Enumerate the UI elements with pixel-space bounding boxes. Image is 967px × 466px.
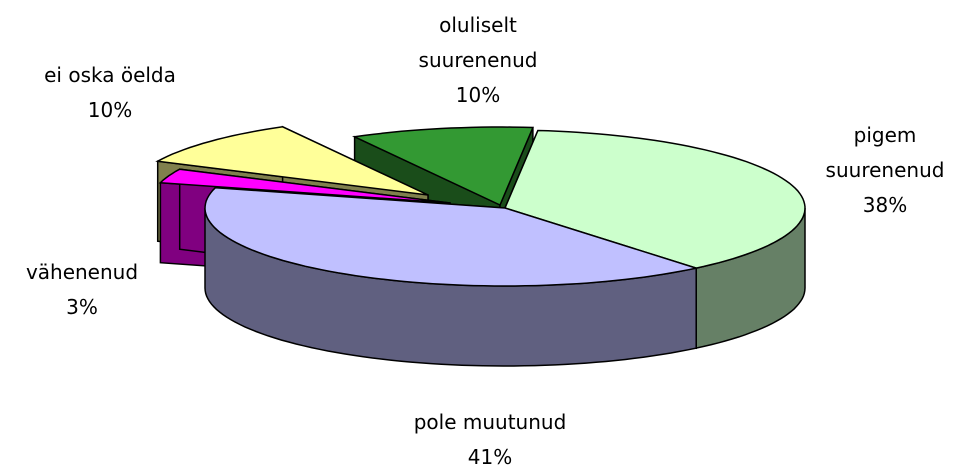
category-label: pigem suurenenud: [825, 123, 945, 182]
slice: [158, 168, 451, 204]
value-label: 41%: [467, 445, 513, 466]
slice-label: oluliselt suurenenud 10%: [398, 8, 558, 113]
slice-label: pole muutunud 41%: [340, 405, 640, 466]
category-label: vähenenud: [25, 260, 139, 284]
value-label: 3%: [66, 295, 98, 319]
category-label: ei oska öelda: [44, 63, 176, 87]
value-label: 10%: [87, 98, 133, 122]
slice-label: ei oska öelda 10%: [10, 58, 210, 128]
slice-label: pigem suurenenud 38%: [810, 118, 960, 223]
slice-label: vähenenud 3%: [2, 255, 162, 325]
slice: [204, 186, 700, 287]
slice: [352, 126, 535, 207]
slice: [155, 126, 429, 196]
slice: [503, 129, 806, 269]
value-label: 10%: [455, 83, 501, 107]
category-label: pole muutunud: [413, 410, 567, 434]
category-label: oluliselt suurenenud: [418, 13, 538, 72]
value-label: 38%: [862, 193, 908, 217]
